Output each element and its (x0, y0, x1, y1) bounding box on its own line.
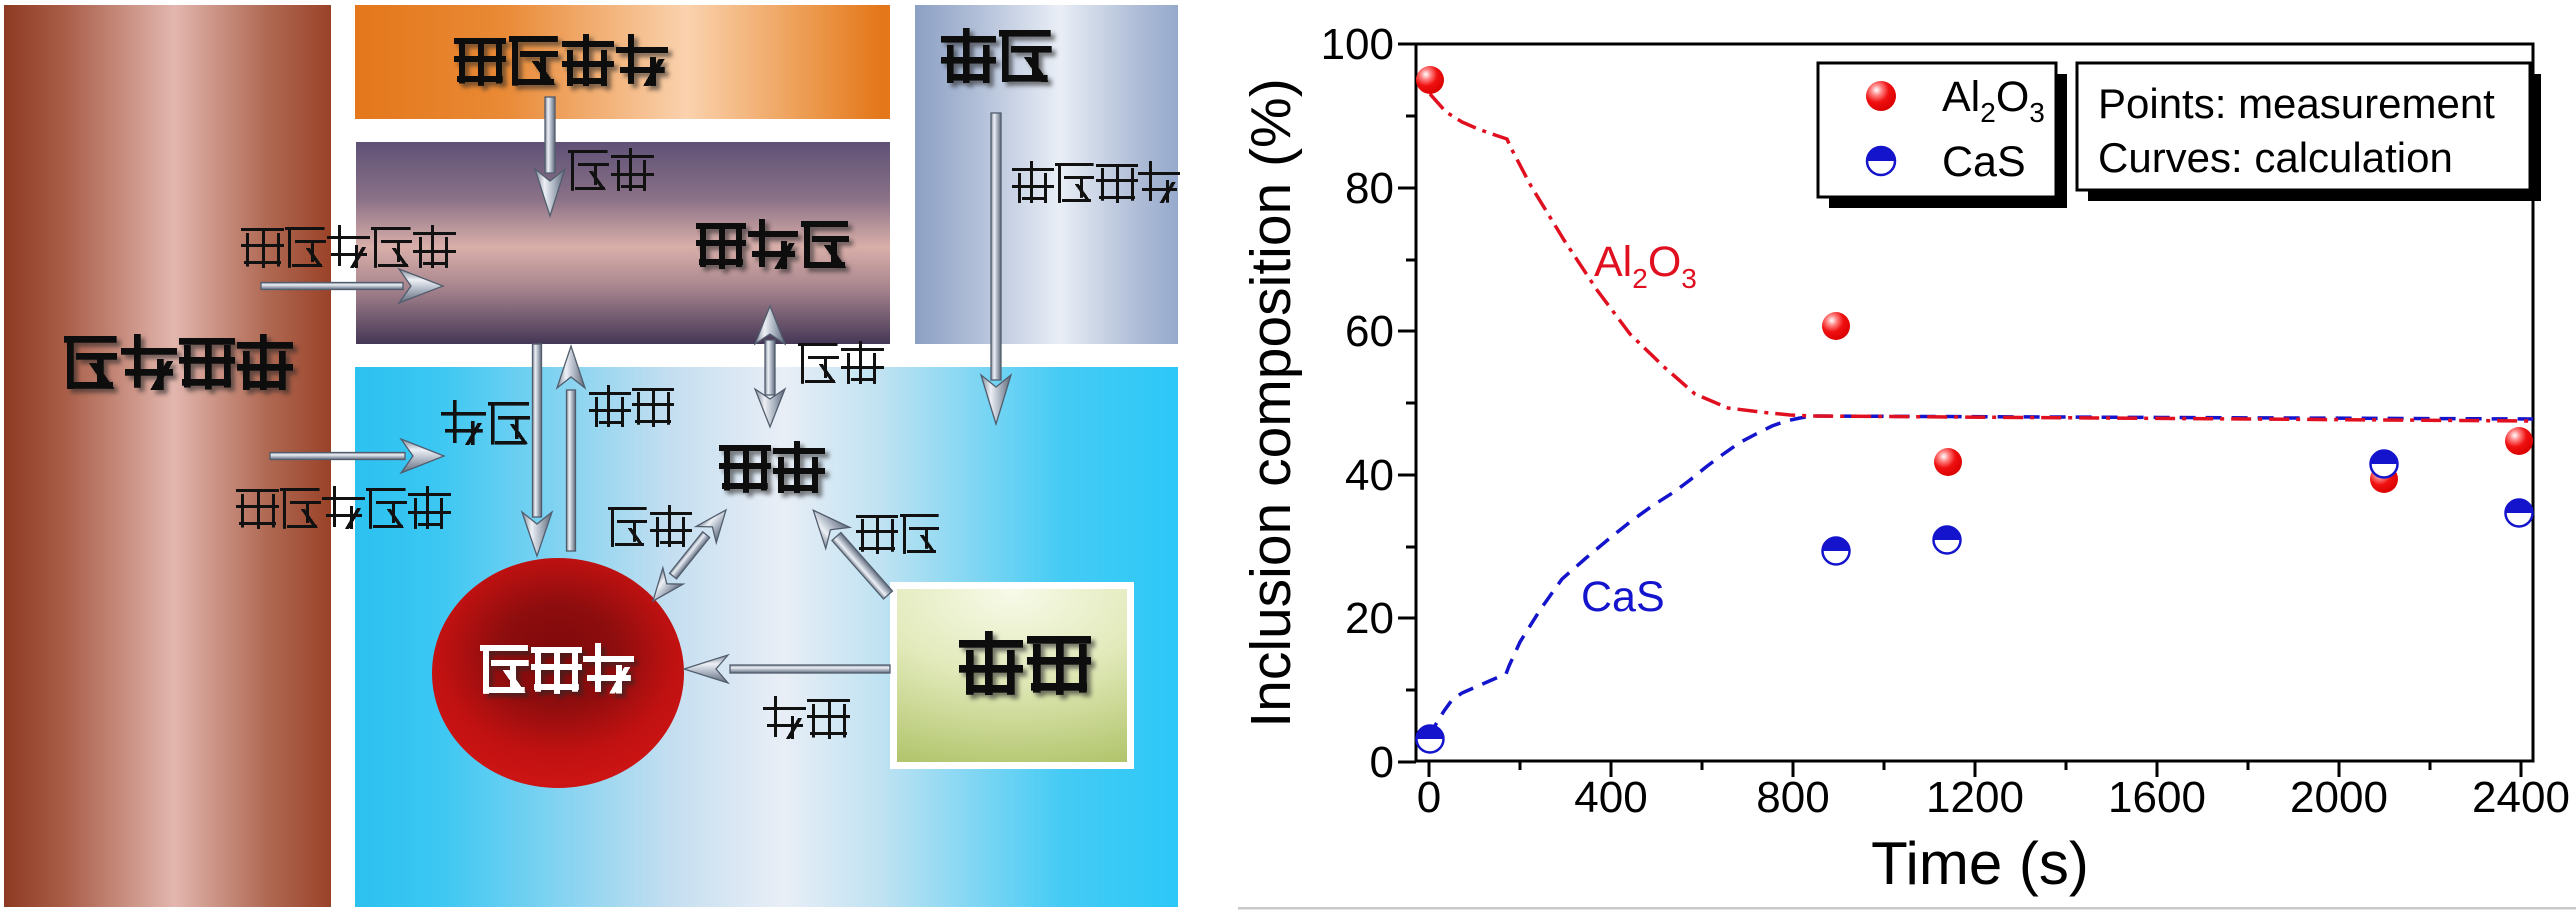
svg-text:20: 20 (1345, 594, 1394, 643)
svg-text:2400: 2400 (2472, 773, 2570, 822)
svg-text:0: 0 (1370, 738, 1394, 787)
svg-text:Inclusion composition (%): Inclusion composition (%) (1239, 78, 1303, 727)
svg-text:100: 100 (1321, 20, 1394, 69)
svg-text:Time (s): Time (s) (1871, 830, 2089, 897)
svg-text:800: 800 (1756, 773, 1829, 822)
svg-text:60: 60 (1345, 307, 1394, 356)
svg-text:2000: 2000 (2290, 773, 2388, 822)
svg-text:Points: measurement: Points: measurement (2098, 80, 2495, 127)
svg-text:0: 0 (1417, 773, 1441, 822)
svg-text:1600: 1600 (2108, 773, 2206, 822)
svg-text:Curves: calculation: Curves: calculation (2098, 134, 2453, 181)
svg-text:40: 40 (1345, 451, 1394, 500)
svg-text:400: 400 (1574, 773, 1647, 822)
svg-text:1200: 1200 (1926, 773, 2024, 822)
svg-text:Al2O3: Al2O3 (1594, 238, 1697, 294)
svg-text:CaS: CaS (1581, 573, 1665, 621)
svg-text:80: 80 (1345, 164, 1394, 213)
svg-text:CaS: CaS (1942, 138, 2026, 186)
